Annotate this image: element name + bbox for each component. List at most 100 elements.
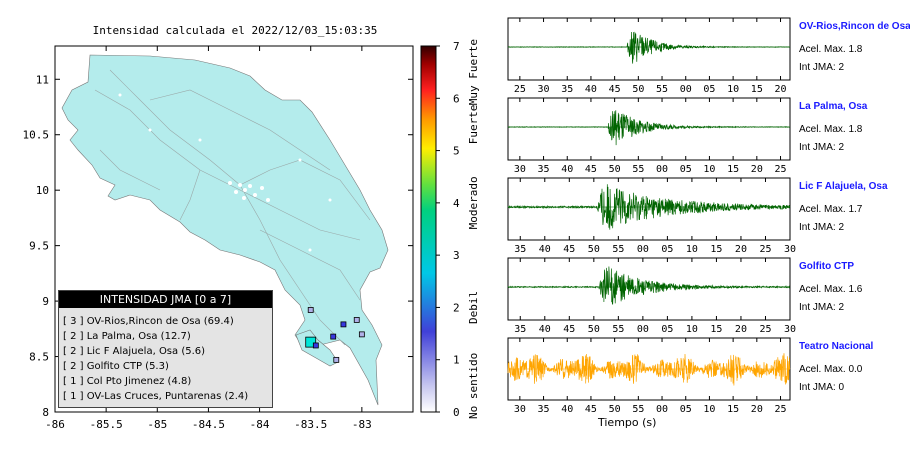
trace-tick-label: 35 <box>538 404 550 415</box>
map-xtick-label: -86 <box>45 418 65 431</box>
station-marker <box>333 356 340 363</box>
trace-tick-label: 30 <box>784 324 796 335</box>
trace-waveform <box>507 266 791 305</box>
trace-tick-label: 55 <box>612 324 624 335</box>
map-xtick-label: -83.5 <box>294 418 327 431</box>
trace-jma-intensity: Int JMA: 2 <box>799 62 845 73</box>
trace-tick-label: 00 <box>637 244 649 255</box>
trace-waveform <box>507 31 791 64</box>
map-y-axis: 11 10.5 10 9.5 9 8.5 8 <box>23 73 413 419</box>
trace-tick-label: 25 <box>759 324 771 335</box>
station-marker <box>305 336 317 348</box>
colorbar-category-label: Muy Fuerte <box>467 39 480 105</box>
trace-tick-label: 15 <box>751 84 763 95</box>
colorbar-tick-label: 3 <box>453 249 460 262</box>
map-ytick-label: 11 <box>36 73 49 86</box>
trace-tick-label: 25 <box>774 404 786 415</box>
colorbar-tick-label: 6 <box>453 92 460 105</box>
trace-jma-intensity: Int JMA: 0 <box>799 382 845 393</box>
legend-item: [ 2 ] Lic F Alajuela, Osa (5.6) <box>63 346 206 357</box>
trace-tick-label: 40 <box>561 164 573 175</box>
colorbar-gradient <box>420 45 437 413</box>
trace-tick-label: 50 <box>632 84 644 95</box>
station-marker <box>307 307 314 313</box>
trace-tick-label: 45 <box>609 84 621 95</box>
trace-tick-label: 05 <box>680 404 692 415</box>
station-marker <box>340 321 347 328</box>
trace-tick-label: 15 <box>727 404 739 415</box>
trace-tick-label: 25 <box>514 84 526 95</box>
colorbar-category-label: No sentido <box>467 353 480 419</box>
station-marker <box>353 317 360 323</box>
colorbar-ticks: 0 1 2 3 4 5 6 7 <box>436 40 460 419</box>
trace-waveform <box>507 353 791 386</box>
trace-tick-label: 25 <box>759 244 771 255</box>
trace-tick-label: 55 <box>656 84 668 95</box>
trace-tick-label: 55 <box>612 244 624 255</box>
trace-tick-label: 20 <box>751 164 763 175</box>
colorbar-tick-label: 4 <box>453 197 460 210</box>
town-markers <box>118 93 332 252</box>
trace-tick-label: 40 <box>585 84 597 95</box>
map-ytick-label: 8.5 <box>29 351 49 364</box>
trace-info: OV-Rios,Rincon de Osa Acel. Max. 1.8 Int J… <box>799 21 910 73</box>
trace-tick-label: 35 <box>514 324 526 335</box>
trace-tick-label: 05 <box>703 84 715 95</box>
trace-tick-label: 35 <box>514 244 526 255</box>
trace-tick-label: 45 <box>585 164 597 175</box>
colorbar-tick-label: 5 <box>453 145 460 158</box>
trace-tick-label: 10 <box>703 404 715 415</box>
trace-waveform <box>508 110 791 146</box>
station-marker <box>358 331 365 338</box>
map-ytick-label: 10 <box>36 184 49 197</box>
station-marker <box>312 342 319 349</box>
legend-title: INTENSIDAD JMA [0 a 7] <box>59 291 272 308</box>
map-ytick-label: 10.5 <box>23 129 50 142</box>
legend-item: [ 2 ] Golfito CTP (5.3) <box>63 361 169 372</box>
map-x-axis: -86 -85.5 -85 -84.5 -84 -83.5 -83 <box>45 46 372 431</box>
trace-accel-max: Acel. Max. 1.6 <box>799 284 863 295</box>
trace-tick-label: 30 <box>538 84 550 95</box>
map-title: Intensidad calculada el 2022/12/03_15:03… <box>92 24 378 37</box>
trace-info: Lic F Alajuela, Osa Acel. Max. 1.7 Int JMA… <box>799 181 910 233</box>
trace-tick-label: 20 <box>735 244 747 255</box>
trace-tick-label: 55 <box>632 404 644 415</box>
trace-tick-label: 25 <box>774 164 786 175</box>
map-xtick-label: -85.5 <box>90 418 123 431</box>
trace-jma-intensity: Int JMA: 2 <box>799 302 845 313</box>
time-axis-label: Tiempo (s) <box>598 416 657 429</box>
trace-station-name: La Palma, Osa <box>799 101 868 112</box>
trace-tick-label: 10 <box>686 324 698 335</box>
trace-tick-label: 00 <box>637 324 649 335</box>
seismogram-trace: 30 35 40 45 50 55 00 05 10 15 20 25 <box>507 337 791 415</box>
colorbar: 0 1 2 3 4 5 6 7 No sentido Debil Moderado FuerteMu… <box>420 39 480 419</box>
colorbar-category-label: Moderado <box>467 176 480 229</box>
seismogram-panel: 25 30 35 40 45 50 55 00 05 10 15 20 30 35 40 45 50 55 00 05… <box>507 17 796 415</box>
trace-frame <box>507 17 791 81</box>
trace-tick-label: 15 <box>710 324 722 335</box>
trace-tick-label: 15 <box>710 244 722 255</box>
trace-jma-intensity: Int JMA: 2 <box>799 142 845 153</box>
trace-tick-label: 10 <box>727 84 739 95</box>
legend-item: [ 2 ] La Palma, Osa (12.7) <box>63 331 191 342</box>
trace-tick-label: 40 <box>539 324 551 335</box>
map-xtick-label: -83 <box>352 418 372 431</box>
trace-tick-label: 10 <box>703 164 715 175</box>
trace-tick-label: 45 <box>563 244 575 255</box>
colorbar-category-label: Fuerte <box>467 105 480 145</box>
seismogram-trace: 35 40 45 50 55 00 05 10 15 20 25 30 <box>507 177 796 255</box>
trace-info: La Palma, Osa Acel. Max. 1.8 Int JMA: 2 <box>799 101 910 153</box>
legend-list: [ 3 ] OV-Rios,Rincon de Osa (69.4) [ 2 ] … <box>59 308 272 404</box>
trace-tick-label: 45 <box>563 324 575 335</box>
seismogram-trace: 30 35 40 45 50 55 00 05 10 15 20 25 <box>507 97 791 175</box>
map-xtick-label: -84 <box>250 418 270 431</box>
colorbar-tick-label: 7 <box>453 40 460 53</box>
colorbar-category-label: Debil <box>467 291 480 324</box>
trace-tick-label: 30 <box>784 244 796 255</box>
station-markers <box>305 307 365 363</box>
trace-tick-label: 20 <box>735 324 747 335</box>
trace-tick-label: 00 <box>656 404 668 415</box>
trace-tick-label: 05 <box>661 244 673 255</box>
road-network <box>94 69 371 346</box>
trace-tick-label: 50 <box>588 324 600 335</box>
